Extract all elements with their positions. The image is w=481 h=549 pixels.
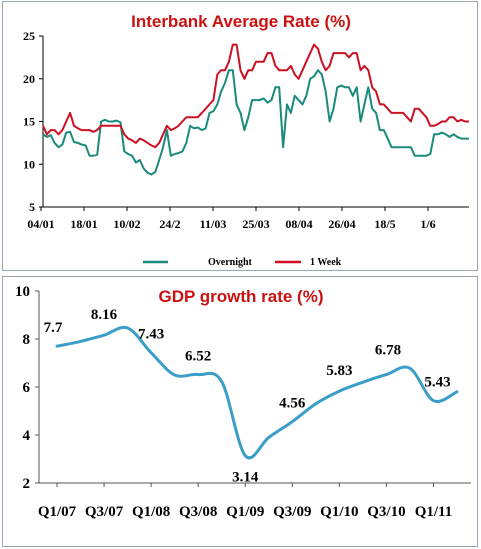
x-tick-label: 08/04: [285, 217, 312, 231]
data-label: 6.52: [185, 349, 211, 365]
x-tick-label: Q1/10: [320, 504, 358, 520]
interbank-rate-chart: Interbank Average Rate (%) 5 10 15 20 25 04/0…: [23, 12, 469, 268]
data-label: 5.43: [424, 375, 450, 391]
x-tick-label: Q1/08: [132, 504, 170, 520]
series-lines: [55, 325, 459, 460]
x-tick-label: Q1/09: [226, 504, 264, 520]
x-tick-label: Q3/09: [273, 504, 311, 520]
chart-title: GDP growth rate (%): [159, 287, 324, 306]
series-line-gdp-growth: [55, 325, 459, 460]
series-line-overnight: [42, 69, 469, 176]
legend-label-overnight: Overnight: [208, 257, 253, 268]
y-tick-label: 2: [23, 476, 31, 492]
data-label: 4.56: [279, 396, 306, 412]
x-tick-label: Q1/07: [38, 504, 77, 520]
data-label: 5.83: [326, 363, 352, 379]
y-tick-label: 4: [23, 428, 31, 444]
axes: 5 10 15 20 25 04/01 18/01 10/02 24/2 11/03 25/03 08…: [23, 29, 469, 231]
data-labels: 7.7 8.16 7.43 6.52 3.14 4.56 5.83 6.78 5.43: [44, 307, 451, 485]
x-tick-label: Q3/08: [179, 504, 217, 520]
x-tick-label: Q3/07: [85, 504, 124, 520]
series-lines: [42, 43, 469, 176]
legend-label-1-week: 1 Week: [310, 257, 342, 268]
x-tick-label: Q3/10: [367, 504, 405, 520]
y-tick-label: 10: [23, 157, 35, 171]
x-tick-label: 24/2: [159, 217, 180, 231]
data-label: 7.43: [138, 327, 164, 343]
x-tick-label: 11/03: [200, 217, 227, 231]
axes: 2 4 6 8 10 Q1/07 Q3/07 Q1/08 Q3/08 Q1/09 Q3/09 Q1/1…: [15, 284, 471, 520]
y-tick-label: 10: [15, 284, 30, 300]
y-tick-label: 15: [23, 115, 35, 129]
gdp-growth-chart: GDP growth rate (%) 2 4 6 8 10 Q1/07 Q3/07 Q1/0…: [15, 284, 471, 520]
gdp-growth-chart-panel: GDP growth rate (%) 2 4 6 8 10 Q1/07 Q3/07 Q1/0…: [2, 276, 478, 547]
x-tick-label: Q1/11: [415, 504, 453, 520]
data-label: 7.7: [44, 320, 63, 336]
x-tick-label: 10/02: [113, 217, 140, 231]
interbank-rate-chart-panel: Interbank Average Rate (%) 5 10 15 20 25 04/0…: [2, 1, 478, 271]
y-tick-label: 8: [23, 332, 31, 348]
x-tick-label: 25/03: [242, 217, 269, 231]
series-line-1-week: [42, 43, 469, 149]
x-tick-label: 26/04: [328, 217, 355, 231]
x-tick-label: 1/6: [420, 217, 435, 231]
y-tick-label: 25: [23, 29, 35, 43]
x-tick-label: 04/01: [27, 217, 54, 231]
chart-title: Interbank Average Rate (%): [131, 12, 351, 31]
x-tick-label: 18/5: [374, 217, 395, 231]
y-tick-label: 6: [23, 380, 31, 396]
data-label: 3.14: [232, 470, 259, 486]
data-label: 6.78: [375, 342, 401, 358]
legend: Overnight 1 Week: [143, 257, 342, 268]
x-tick-label: 18/01: [70, 217, 97, 231]
y-tick-label: 5: [29, 200, 35, 214]
y-tick-label: 20: [23, 72, 35, 86]
data-label: 8.16: [91, 307, 118, 323]
